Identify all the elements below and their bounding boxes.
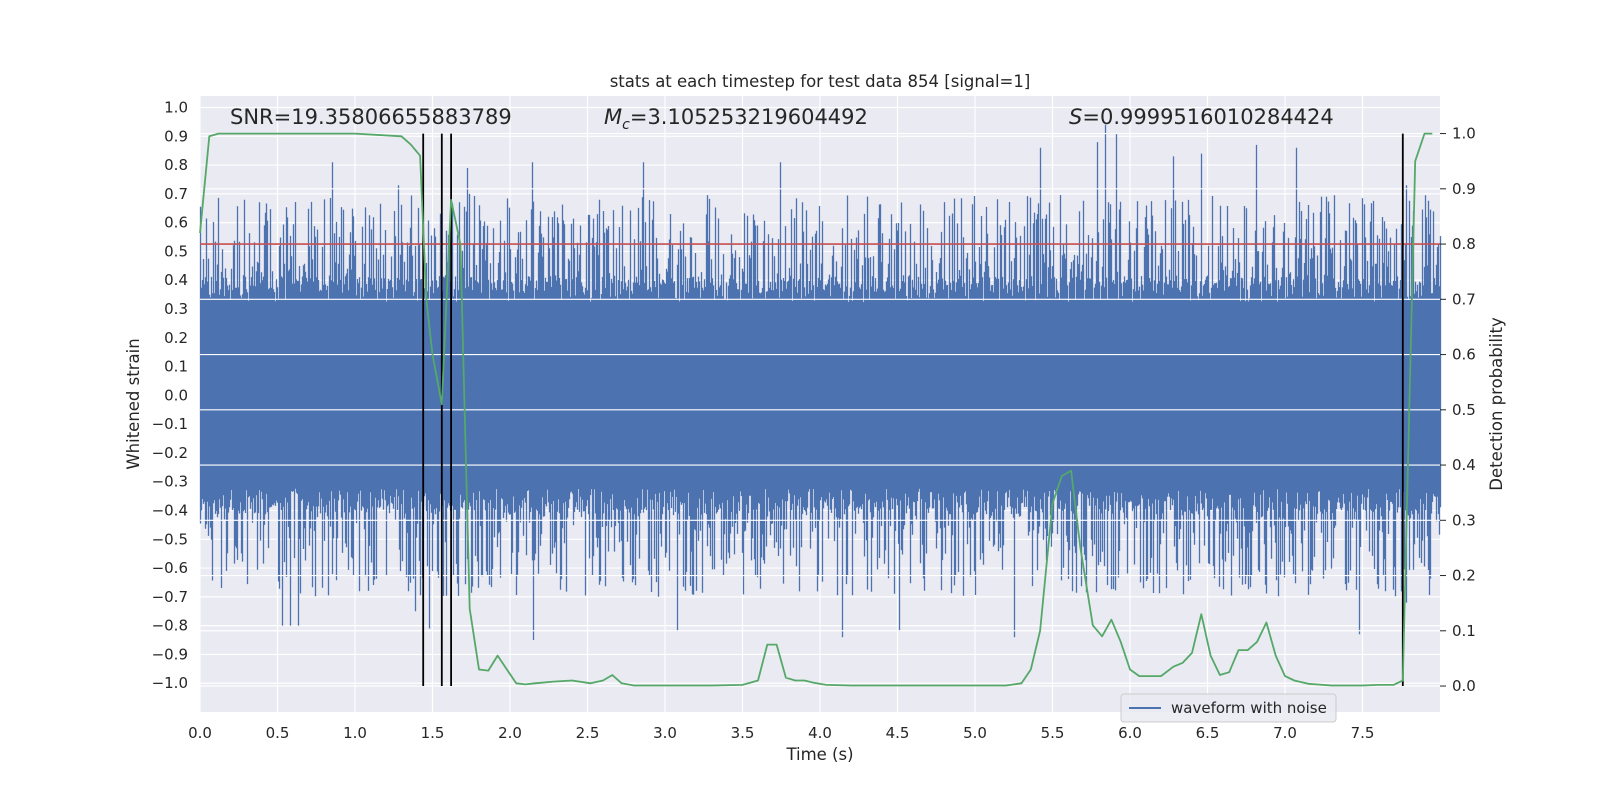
y-tick-label: 0.7 bbox=[164, 185, 188, 203]
y-right-tick-label: 1.0 bbox=[1452, 125, 1476, 143]
y-tick-label: −1.0 bbox=[152, 674, 188, 692]
y-tick-label: 0.0 bbox=[164, 386, 188, 404]
y-right-tick-label: 0.3 bbox=[1452, 511, 1476, 529]
legend: waveform with noise bbox=[1120, 693, 1337, 723]
y-right-tick-labels: 1.0 0.9 0.8 0.7 0.6 0.5 0.4 0.3 0.2 0.1 0.0 bbox=[1440, 125, 1476, 695]
x-tick-label: 1.0 bbox=[343, 724, 367, 742]
x-tick-label: 1.5 bbox=[421, 724, 445, 742]
score-symbol: S bbox=[1069, 105, 1082, 129]
y-right-tick-label: 0.7 bbox=[1452, 290, 1476, 308]
x-tick-label: 0.5 bbox=[266, 724, 290, 742]
y-tick-label: −0.3 bbox=[152, 473, 188, 491]
y-right-tick-label: 0.0 bbox=[1452, 677, 1476, 695]
y-right-tick-label: 0.4 bbox=[1452, 456, 1476, 474]
waveform-line bbox=[199, 124, 1442, 640]
y-tick-label: 0.2 bbox=[164, 329, 188, 347]
y-right-tick-label: 0.8 bbox=[1452, 235, 1476, 253]
y-right-tick-label: 0.2 bbox=[1452, 567, 1476, 585]
x-tick-label: 3.0 bbox=[653, 724, 677, 742]
x-tick-label: 4.0 bbox=[808, 724, 832, 742]
y-tick-label: 0.9 bbox=[164, 127, 188, 145]
x-tick-label: 3.5 bbox=[731, 724, 755, 742]
right-gridlines bbox=[200, 132, 1440, 687]
y-tick-label: −0.4 bbox=[152, 502, 188, 520]
chirp-mass-value: 3.105253219604492 bbox=[647, 105, 867, 129]
x-tick-label: 5.5 bbox=[1041, 724, 1065, 742]
y-tick-label: 0.5 bbox=[164, 242, 188, 260]
y-right-tick-label: 0.9 bbox=[1452, 180, 1476, 198]
detection-probability-line bbox=[199, 132, 1433, 687]
y-tick-label: 0.8 bbox=[164, 156, 188, 174]
chirp-mass-symbol: M bbox=[604, 105, 622, 129]
score-value: 0.9999516010284424 bbox=[1100, 105, 1334, 129]
snr-stat-name: SNR bbox=[230, 105, 274, 129]
chirp-mass-subscript: c bbox=[622, 117, 630, 133]
y-right-axis-label: Detection probability bbox=[1487, 317, 1506, 491]
snr-stat-value: 19.35806655883789 bbox=[291, 105, 511, 129]
y-tick-label: 0.3 bbox=[164, 300, 188, 318]
y-tick-label: −0.5 bbox=[152, 530, 188, 548]
score-stat: S=0.9999516010284424 bbox=[1069, 105, 1334, 129]
y-tick-label: −0.2 bbox=[152, 444, 188, 462]
y-tick-label: 0.1 bbox=[164, 358, 188, 376]
snr-stat: SNR=19.35806655883789 bbox=[230, 105, 512, 129]
x-axis-label: Time (s) bbox=[785, 745, 853, 764]
probability-layer bbox=[199, 132, 1433, 687]
y-axis-label: Whitened strain bbox=[124, 338, 143, 469]
x-tick-label: 2.0 bbox=[498, 724, 522, 742]
x-tick-label: 2.5 bbox=[576, 724, 600, 742]
waveform-series bbox=[199, 124, 1442, 640]
y-tick-label: 0.4 bbox=[164, 271, 188, 289]
x-tick-label: 0.0 bbox=[188, 724, 212, 742]
y-tick-label: −0.7 bbox=[152, 588, 188, 606]
y-tick-label: 0.6 bbox=[164, 214, 188, 232]
x-tick-label: 7.5 bbox=[1351, 724, 1375, 742]
x-tick-label: 6.0 bbox=[1118, 724, 1142, 742]
y-right-tick-label: 0.5 bbox=[1452, 401, 1476, 419]
y-tick-labels: 1.0 0.9 0.8 0.7 0.6 0.5 0.4 0.3 0.2 0.1 0.0 −0.1 −0.… bbox=[152, 99, 188, 693]
y-tick-label: −0.8 bbox=[152, 617, 188, 635]
chirp-mass-stat: Mc=3.105253219604492 bbox=[604, 105, 868, 133]
chart-title: stats at each timestep for test data 854… bbox=[610, 72, 1031, 91]
x-tick-label: 7.0 bbox=[1273, 724, 1297, 742]
x-tick-label: 5.0 bbox=[963, 724, 987, 742]
x-tick-labels: 0.0 0.5 1.0 1.5 2.0 2.5 3.0 3.5 4.0 4.5 5.0 5.5 6.0 6… bbox=[188, 724, 1374, 742]
y-tick-label: 1.0 bbox=[164, 99, 188, 117]
y-right-tick-label: 0.1 bbox=[1452, 622, 1476, 640]
y-tick-label: −0.6 bbox=[152, 559, 188, 577]
y-tick-label: −0.1 bbox=[152, 415, 188, 433]
x-tick-label: 4.5 bbox=[886, 724, 910, 742]
legend-box bbox=[1120, 693, 1337, 723]
x-tick-label: 6.5 bbox=[1196, 724, 1220, 742]
legend-entry-waveform: waveform with noise bbox=[1171, 699, 1327, 717]
y-right-tick-label: 0.6 bbox=[1452, 346, 1476, 364]
y-tick-label: −0.9 bbox=[152, 645, 188, 663]
